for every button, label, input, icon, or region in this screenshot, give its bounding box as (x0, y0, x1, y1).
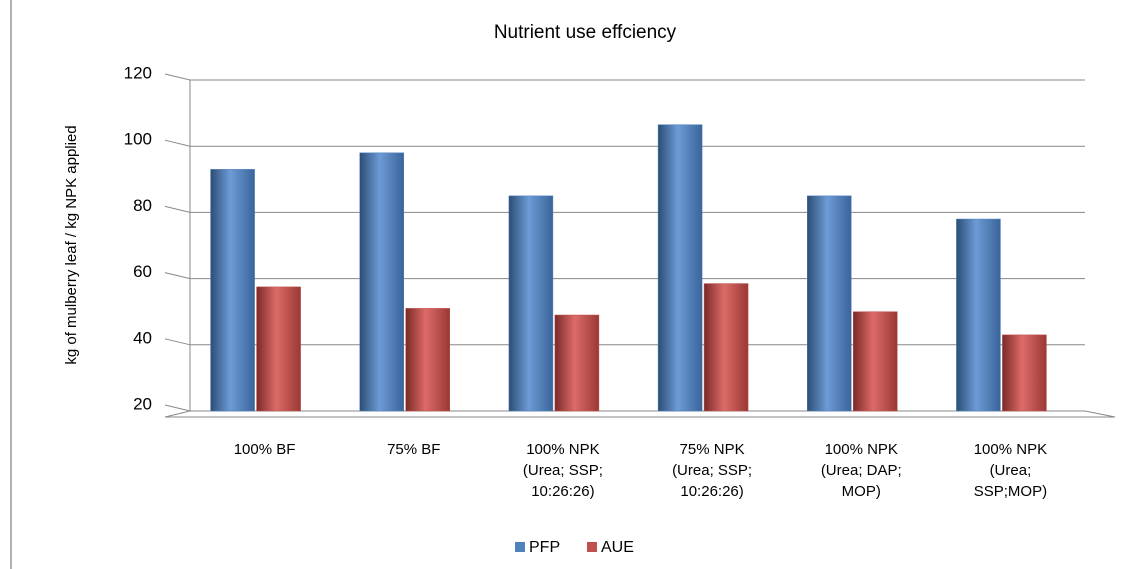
y-tick-label: 40 (133, 328, 152, 347)
chart-title: Nutrient use effciency (494, 22, 677, 43)
grid-line (164, 272, 1085, 280)
legend-label: PFP (529, 539, 560, 556)
x-tick-label: 100% NPK (Urea; SSP;MOP) (974, 441, 1047, 500)
bar (359, 152, 404, 412)
bar (703, 283, 749, 412)
y-tick-label: 80 (133, 196, 152, 215)
grid-line (164, 205, 1085, 213)
legend-swatch (515, 542, 525, 552)
bar (508, 195, 554, 412)
y-tick-label: 120 (124, 63, 152, 82)
bar (210, 169, 255, 412)
bar (807, 195, 852, 412)
y-axis-title: kg of mulberry leaf / kg NPK applied (63, 125, 80, 364)
x-tick-label: 100% NPK (Urea; DAP; MOP) (821, 441, 902, 500)
bar (853, 311, 898, 412)
grid-line (164, 73, 1085, 81)
bar (657, 124, 703, 412)
bar (405, 308, 450, 412)
bar (256, 286, 301, 412)
y-tick-label: 100 (124, 130, 152, 149)
grid-line (164, 404, 1085, 412)
x-tick-label: 75% BF (387, 441, 440, 458)
floor (164, 410, 1116, 418)
x-tick-label: 100% NPK (Urea; SSP; 10:26:26) (523, 441, 603, 500)
y-tick-label: 20 (133, 394, 152, 413)
grid-line (164, 338, 1085, 346)
bar (956, 218, 1001, 412)
y-tick-label: 60 (133, 262, 152, 281)
legend-label: AUE (601, 539, 634, 556)
bar (554, 314, 600, 412)
x-tick-label: 100% BF (234, 441, 296, 458)
legend-swatch (587, 542, 597, 552)
bar (1002, 334, 1047, 412)
x-tick-label: 75% NPK (Urea; SSP; 10:26:26) (672, 441, 752, 500)
grid-line (164, 139, 1085, 147)
